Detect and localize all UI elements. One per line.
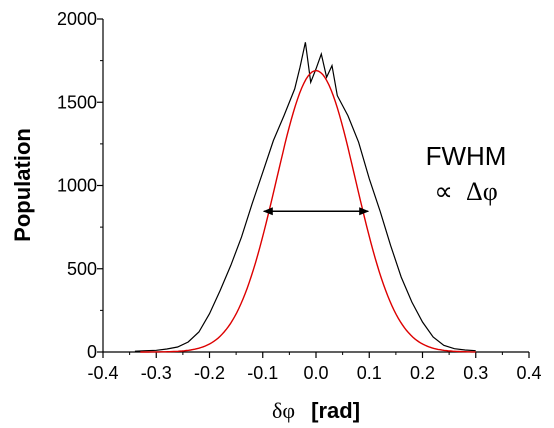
y-axis-title: Population [10, 128, 35, 242]
x-tick-label: 0.4 [516, 363, 541, 383]
y-tick-label: 500 [67, 259, 97, 279]
y-tick-label: 1500 [57, 92, 97, 112]
delta-phi-symbol: Δφ [466, 177, 498, 206]
x-axis-symbol: δφ [272, 398, 295, 423]
proportional-label: ∝ Δφ [434, 176, 498, 206]
y-tick-label: 0 [87, 342, 97, 362]
plot-area: -0.4 -0.3 -0.2 -0.1 0.0 0.1 0.2 0.3 0.4 0 500 1000 1… [57, 9, 542, 383]
x-tick-label: -0.2 [194, 363, 225, 383]
x-tick-label: 0.0 [303, 363, 328, 383]
x-tick-label: 0.2 [410, 363, 435, 383]
histogram-line [134, 42, 476, 352]
x-axis-unit: [rad] [311, 398, 360, 423]
y-tick-label: 2000 [57, 9, 97, 29]
x-tick-label: 0.3 [463, 363, 488, 383]
y-tick-label: 1000 [57, 176, 97, 196]
gaussian-fit-line [140, 69, 476, 353]
fwhm-label: FWHM [426, 141, 507, 171]
x-axis-title: δφ [rad] [272, 398, 360, 423]
x-tick-label: -0.3 [141, 363, 172, 383]
x-tick-label: 0.1 [357, 363, 382, 383]
proportional-symbol: ∝ [434, 176, 453, 206]
x-tick-label: -0.1 [247, 363, 278, 383]
x-tick-label: -0.4 [87, 363, 118, 383]
